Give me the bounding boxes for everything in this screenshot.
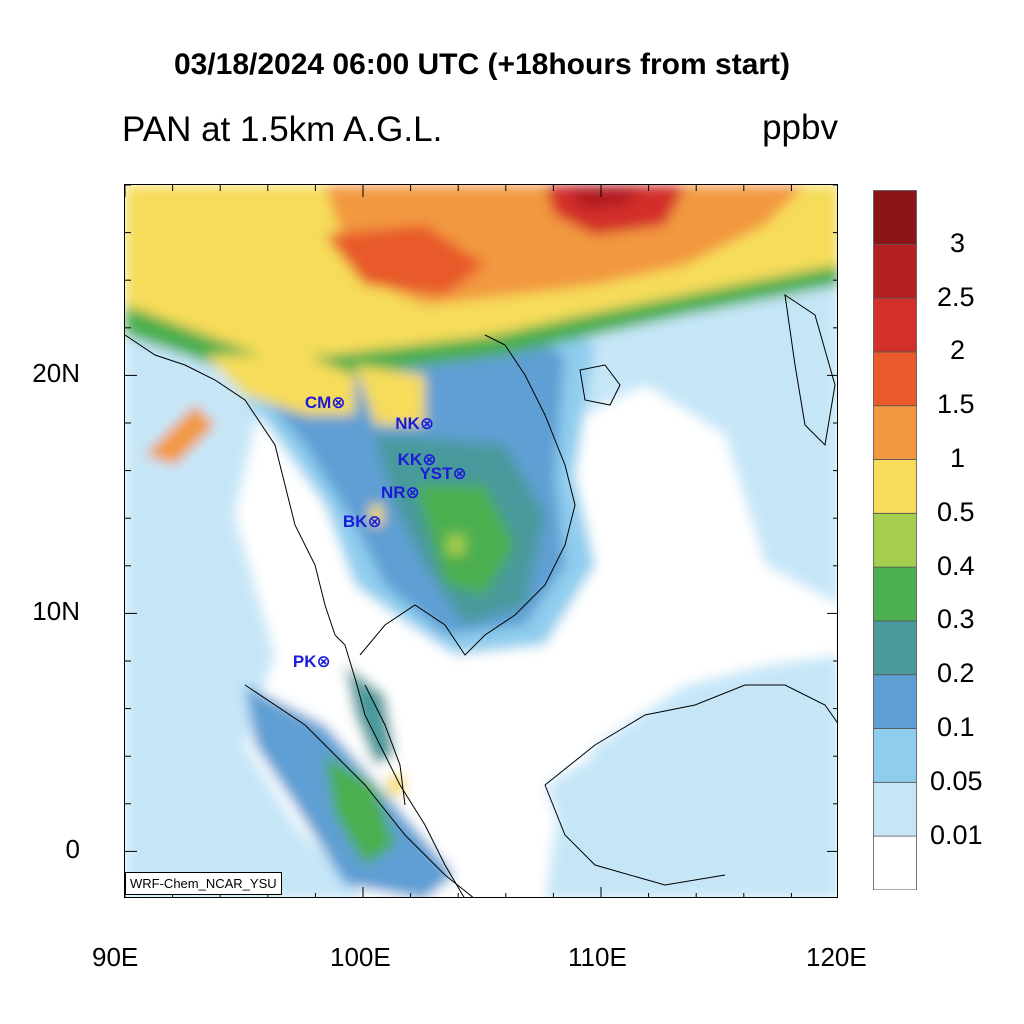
colorbar-level-label: 1 <box>950 443 966 473</box>
station-marker-icon: ⊗ <box>422 450 437 470</box>
station-marker-icon: ⊗ <box>367 511 382 531</box>
x-tick-label: 110E <box>568 942 627 972</box>
colorbar-box <box>873 243 917 299</box>
variable-label: PAN at 1.5km A.G.L. <box>122 110 443 149</box>
colorbar-level-label: 3 <box>950 227 966 258</box>
station-label: KK <box>397 450 423 470</box>
pan-concentration-map <box>125 185 837 897</box>
mid-pan-area <box>325 755 395 865</box>
colorbar-level-label: 0.5 <box>937 496 975 527</box>
station-nk: NK⊗ <box>395 414 434 434</box>
high-pan-area <box>145 405 215 465</box>
y-tick-label: 10N <box>32 596 80 627</box>
colorbar-box <box>873 620 917 676</box>
colorbar-level-label: 0.05 <box>930 765 983 796</box>
colorbar-level-label: 0.1 <box>937 712 975 742</box>
coastline <box>125 293 837 897</box>
station-marker-icon: ⊗ <box>452 464 467 484</box>
high-pan-area <box>447 535 465 555</box>
colorbar <box>873 190 917 890</box>
colorbar-level-label: 2.5 <box>937 281 975 312</box>
station-label: NK <box>395 414 420 434</box>
station-marker-icon: ⊗ <box>405 483 420 503</box>
station-kk: KK⊗ <box>398 450 437 470</box>
y-tick-label: 20N <box>32 358 80 389</box>
high-pan-area <box>370 505 383 525</box>
station-cm: CM⊗ <box>305 393 346 413</box>
colorbar-box <box>873 190 917 245</box>
y-tick-label: 0 <box>65 834 80 865</box>
colorbar-box <box>873 835 917 890</box>
colorbar-level-label: 0.4 <box>937 550 975 581</box>
station-nr: NR⊗ <box>381 483 420 503</box>
high-pan-area <box>325 225 485 295</box>
x-tick-label: 120E <box>806 942 867 972</box>
colorbar-box <box>873 566 917 622</box>
low-pan-area <box>545 705 825 885</box>
mid-pan-area <box>345 665 395 765</box>
colorbar-box <box>873 459 917 514</box>
colorbar-box <box>873 351 917 407</box>
station-label: YST <box>419 464 453 484</box>
high-pan-area <box>565 185 645 210</box>
map-ticks <box>125 185 837 897</box>
station-marker-icon: ⊗ <box>419 414 435 434</box>
colorbar-level-label: 1.5 <box>937 389 975 420</box>
station-marker-icon: ⊗ <box>331 392 346 412</box>
station-label: PK <box>292 652 317 672</box>
colorbar-level-label: 0.01 <box>930 819 983 850</box>
map-title: 03/18/2024 06:00 UTC (+18hours from star… <box>173 48 791 81</box>
colorbar-box <box>873 674 917 729</box>
colorbar-level-label: 0.2 <box>937 658 975 689</box>
high-pan-area <box>205 355 355 415</box>
x-tick-label: 90E <box>92 942 139 972</box>
station-marker-icon: ⊗ <box>316 652 331 672</box>
station-label: CM <box>304 392 332 412</box>
station-bk: BK⊗ <box>343 512 382 532</box>
station-label: BK <box>342 511 368 531</box>
colorbar-box <box>873 512 917 568</box>
colorbar-level-label: 0.3 <box>937 604 975 635</box>
station-pk: PK⊗ <box>293 652 331 672</box>
high-pan-area <box>387 775 405 795</box>
colorbar-level-label: 2 <box>950 335 966 366</box>
station-yst: YST⊗ <box>419 464 466 484</box>
x-tick-label: 100E <box>330 942 391 972</box>
high-pan-area <box>355 365 425 425</box>
unit-label: ppbv <box>762 108 838 147</box>
colorbar-box <box>873 781 917 837</box>
watermark: WRF-Chem_NCAR_YSU <box>125 872 282 895</box>
colorbar-box <box>873 297 917 353</box>
colorbar-box <box>873 405 917 460</box>
station-label: NR <box>380 483 406 503</box>
colorbar-box <box>873 728 917 783</box>
map-panel <box>124 184 838 898</box>
